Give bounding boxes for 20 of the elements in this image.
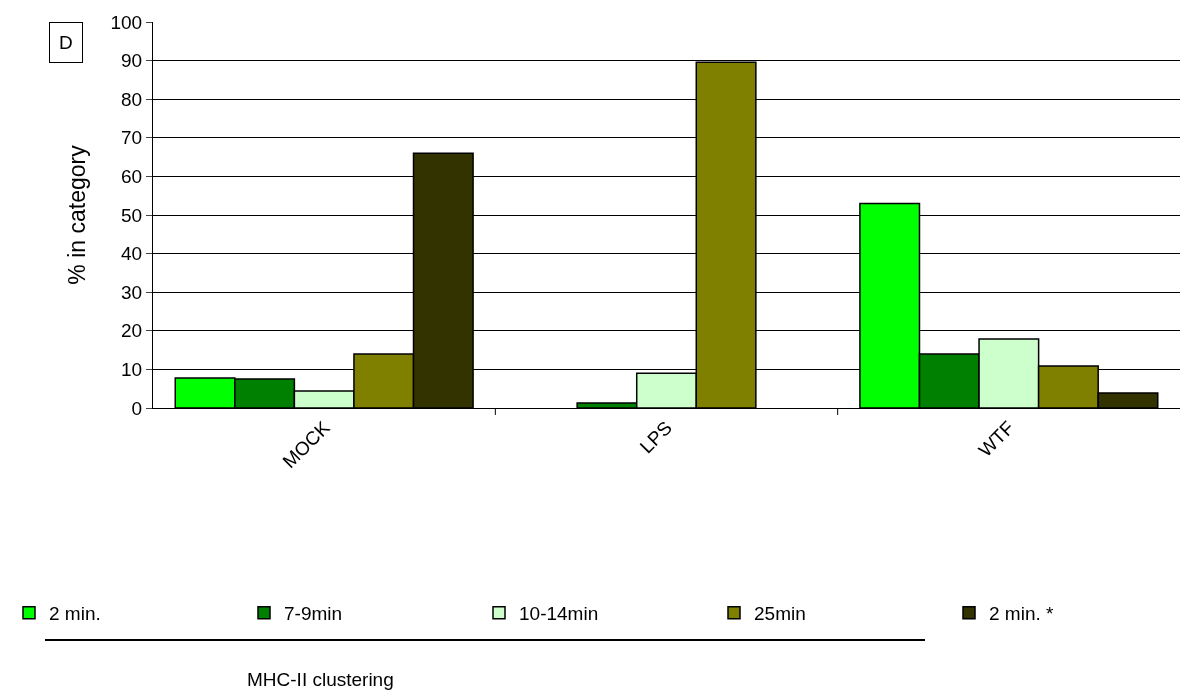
- y-tick-label: 50: [121, 204, 143, 226]
- y-tick-label: 40: [121, 243, 143, 265]
- y-tick-label: 0: [131, 397, 143, 419]
- y-tick-label: 100: [110, 11, 143, 33]
- y-tick-label: 30: [121, 281, 143, 303]
- y-tick-label: 90: [121, 50, 143, 72]
- legend-label: 25min: [754, 603, 806, 625]
- y-tick-label: 80: [121, 88, 143, 110]
- y-axis-title: % in category: [63, 144, 90, 285]
- y-tick-label: 10: [121, 359, 143, 381]
- y-tick-label: 20: [121, 320, 143, 342]
- x-tick-label: LPS: [635, 417, 677, 458]
- legend-label: 2 min.: [49, 603, 101, 625]
- text: D: [59, 32, 73, 53]
- legend-title: MHC-II clustering: [247, 669, 394, 690]
- legend-label: 10-14min: [519, 603, 599, 625]
- y-tick-label: 60: [121, 166, 143, 188]
- y-tick-label: 70: [121, 127, 143, 149]
- legend-label: 2 min. *: [989, 603, 1055, 625]
- legend-label: 7-9min: [284, 603, 343, 625]
